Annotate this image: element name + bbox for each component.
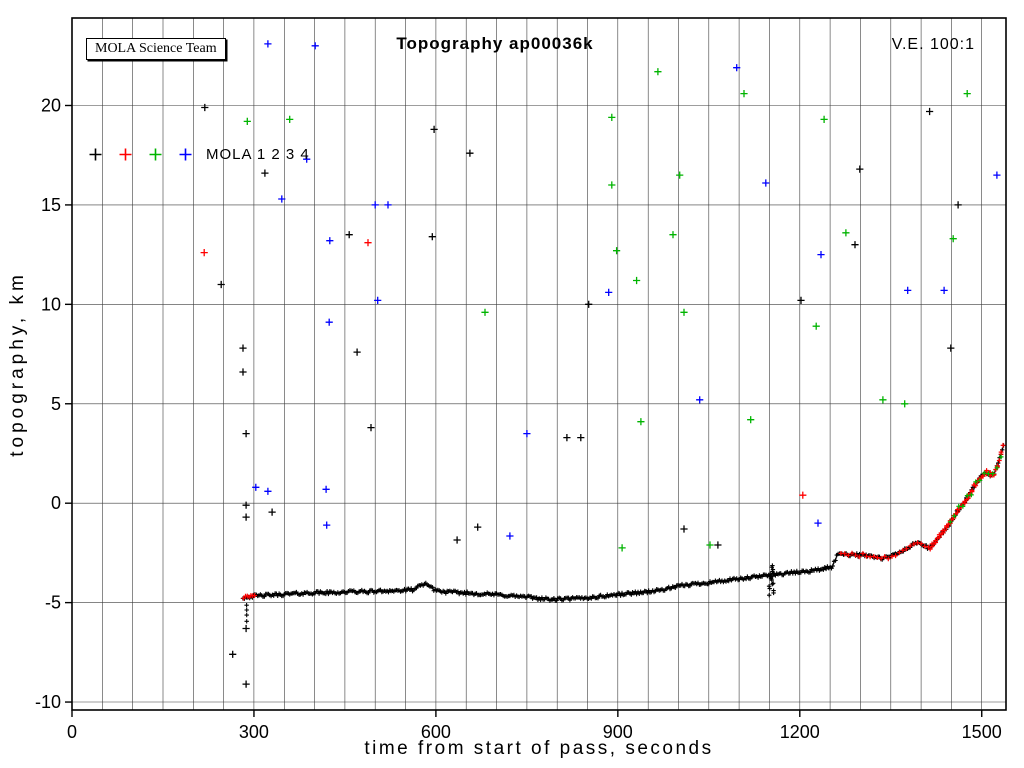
plot-border (71, 17, 1007, 711)
cluster-markers-1 (244, 603, 249, 624)
legend-label: MOLA 1 2 3 4 (206, 146, 310, 163)
main-trace-line (242, 445, 1005, 602)
overlay-markers-2 (927, 442, 1006, 552)
x-tick-label: 1200 (780, 722, 820, 742)
y-tick-label: 5 (51, 394, 61, 414)
y-tick-label: 10 (41, 294, 61, 314)
x-tick-label: 300 (239, 722, 269, 742)
y-tick-label: -5 (45, 593, 61, 613)
mola4-outlier-markers (252, 40, 1001, 540)
x-tick-label: 0 (67, 722, 77, 742)
y-tick-label: -10 (35, 692, 61, 712)
cluster-markers-0 (766, 563, 776, 598)
mola-science-team-label: MOLA Science Team (95, 41, 217, 56)
y-tick-label: 15 (41, 195, 61, 215)
x-tick-label: 900 (603, 722, 633, 742)
overlay-markers-3 (947, 454, 1004, 525)
mola-science-team-box: MOLA Science Team (86, 38, 226, 60)
overlay-markers-0 (241, 593, 257, 601)
mola1-outlier-markers (201, 103, 962, 688)
page-title: Topography ap00036k (396, 34, 594, 53)
x-tick-label: 1500 (962, 722, 1002, 742)
legend: MOLA 1 2 3 4 (89, 146, 310, 163)
y-tick-label: 0 (51, 493, 61, 513)
legend-markers (89, 148, 192, 161)
legend-marker-4-icon (179, 148, 192, 161)
x-axis-label: time from start of pass, seconds (364, 738, 714, 759)
mola2-outlier-markers (200, 239, 807, 499)
vertical-exaggeration-label: V.E. 100:1 (891, 36, 975, 53)
legend-marker-3-icon (149, 148, 162, 161)
legend-marker-1-icon (89, 148, 102, 161)
y-axis-label: topography, km (7, 271, 28, 457)
legend-marker-2-icon (119, 148, 132, 161)
y-tick-label: 20 (41, 96, 61, 116)
x-tick-label: 600 (421, 722, 451, 742)
mola3-outlier-markers (243, 68, 971, 552)
